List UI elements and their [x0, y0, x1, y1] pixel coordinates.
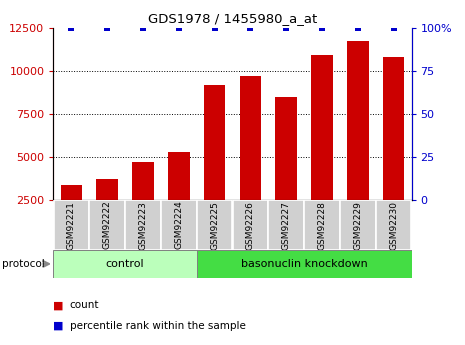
Bar — [376, 200, 412, 250]
Bar — [304, 200, 340, 250]
Bar — [232, 200, 268, 250]
Point — [390, 25, 397, 30]
Bar — [53, 200, 89, 250]
Point — [67, 25, 75, 30]
Text: GSM92230: GSM92230 — [389, 200, 398, 250]
Text: GSM92225: GSM92225 — [210, 201, 219, 249]
Bar — [132, 162, 154, 200]
Text: GSM92229: GSM92229 — [353, 201, 362, 249]
Bar — [161, 200, 197, 250]
Text: ■: ■ — [53, 321, 64, 331]
Text: GSM92227: GSM92227 — [282, 201, 291, 249]
Bar — [96, 179, 118, 200]
Point — [211, 25, 218, 30]
Bar — [168, 152, 190, 200]
Point — [354, 25, 361, 30]
Point — [282, 25, 290, 30]
Bar — [53, 250, 197, 278]
Text: GSM92223: GSM92223 — [139, 201, 147, 249]
Point — [246, 25, 254, 30]
Point — [318, 25, 325, 30]
Text: basonuclin knockdown: basonuclin knockdown — [241, 259, 367, 269]
Text: GSM92226: GSM92226 — [246, 201, 255, 249]
Bar — [197, 200, 232, 250]
Text: percentile rank within the sample: percentile rank within the sample — [70, 321, 246, 331]
Bar — [197, 250, 412, 278]
Bar — [268, 200, 304, 250]
Point — [175, 25, 182, 30]
Bar — [204, 85, 226, 200]
Text: control: control — [106, 259, 145, 269]
Bar — [89, 200, 125, 250]
Bar — [239, 76, 261, 200]
Text: ■: ■ — [53, 300, 64, 310]
Bar — [383, 57, 405, 200]
Text: GSM92221: GSM92221 — [67, 201, 76, 249]
Bar — [311, 55, 333, 200]
Text: GSM92228: GSM92228 — [318, 201, 326, 249]
Point — [103, 25, 111, 30]
Text: count: count — [70, 300, 99, 310]
Text: GSM92222: GSM92222 — [103, 201, 112, 249]
Text: GDS1978 / 1455980_a_at: GDS1978 / 1455980_a_at — [148, 12, 317, 25]
Bar — [60, 185, 82, 200]
Bar — [125, 200, 161, 250]
Bar — [275, 97, 297, 200]
Point — [139, 25, 146, 30]
Bar — [340, 200, 376, 250]
Text: protocol: protocol — [2, 259, 45, 269]
Bar — [347, 41, 369, 200]
Text: GSM92224: GSM92224 — [174, 201, 183, 249]
